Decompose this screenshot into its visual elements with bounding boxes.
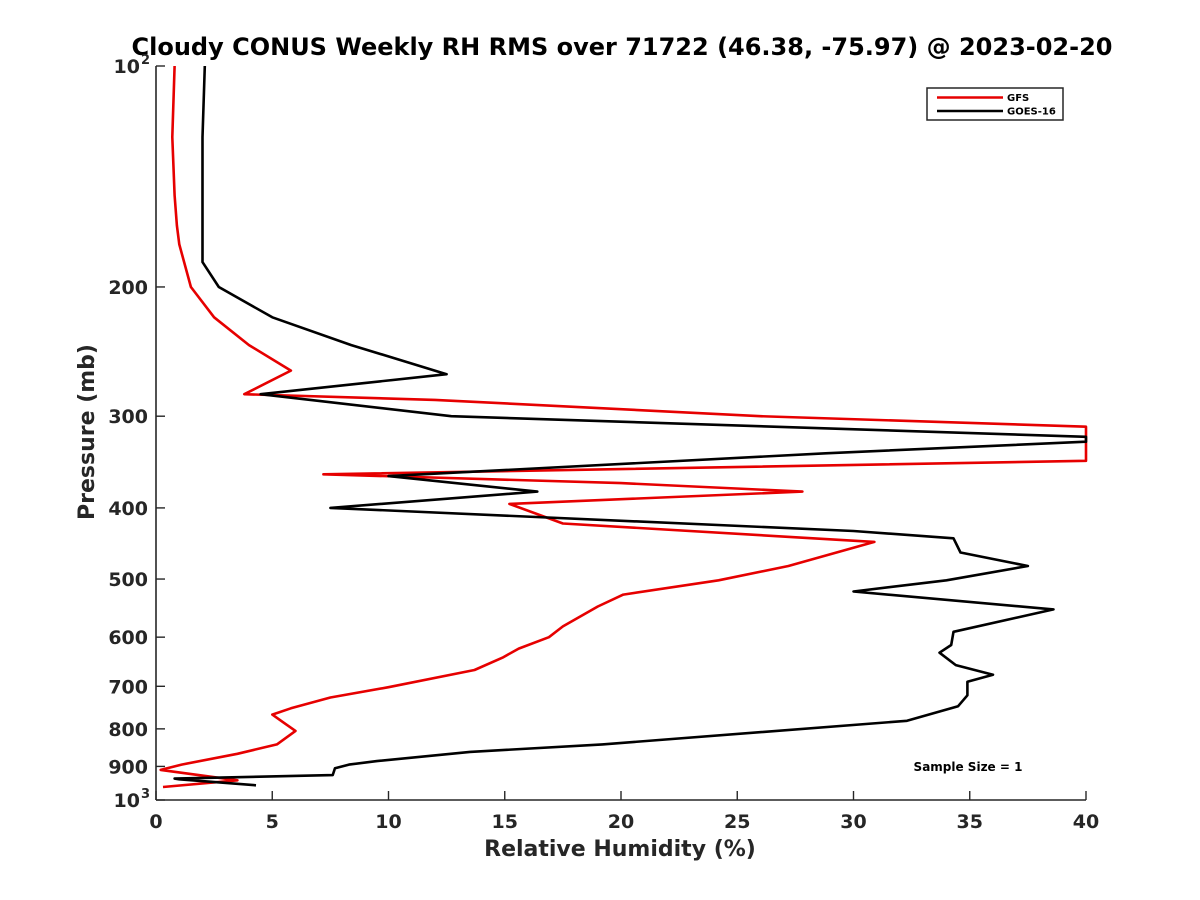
x-tick-label: 20 bbox=[608, 811, 634, 833]
x-tick-label: 30 bbox=[840, 811, 866, 833]
x-tick-label: 25 bbox=[724, 811, 750, 833]
y-tick-exponent: 3 bbox=[141, 787, 150, 802]
x-tick-label: 0 bbox=[149, 811, 162, 833]
y-tick-label: 700 bbox=[108, 676, 148, 698]
y-tick-label: 900 bbox=[108, 756, 148, 778]
x-tick-label: 10 bbox=[375, 811, 401, 833]
x-tick-label: 40 bbox=[1073, 811, 1099, 833]
y-tick-label: 200 bbox=[108, 277, 148, 299]
x-tick-label: 35 bbox=[957, 811, 983, 833]
x-tick-label: 15 bbox=[492, 811, 518, 833]
y-axis-label: Pressure (mb) bbox=[75, 344, 100, 520]
y-tick-label: 400 bbox=[108, 498, 148, 520]
x-axis-ticks: 0 5 10 15 20 25 30 35 40 bbox=[149, 791, 1099, 833]
legend-label-gfs: GFS bbox=[1007, 93, 1029, 104]
chart-title: Cloudy CONUS Weekly RH RMS over 71722 (4… bbox=[132, 33, 1113, 61]
series-layer bbox=[159, 65, 1088, 789]
y-tick-label: 600 bbox=[108, 627, 148, 649]
sample-size-annotation: Sample Size = 1 bbox=[914, 760, 1023, 774]
legend-box bbox=[926, 87, 1064, 121]
y-tick-label: 300 bbox=[108, 406, 148, 428]
legend-label-goes16: GOES-16 bbox=[1007, 107, 1056, 118]
series-line-gfs bbox=[159, 65, 1088, 789]
y-tick-label: 10 bbox=[114, 56, 140, 78]
plot-area: 0 5 10 15 20 25 30 35 40 10 220030040050060070080… bbox=[108, 53, 1099, 833]
legend: GFS GOES-16 bbox=[926, 87, 1064, 121]
y-tick-exponent: 2 bbox=[141, 53, 150, 68]
y-tick-label: 500 bbox=[108, 569, 148, 591]
x-tick-label: 5 bbox=[266, 811, 279, 833]
series-line-goes16 bbox=[173, 65, 1088, 787]
x-axis-label: Relative Humidity (%) bbox=[484, 837, 756, 862]
y-tick-label: 10 bbox=[114, 790, 140, 812]
y-tick-label: 800 bbox=[108, 719, 148, 741]
